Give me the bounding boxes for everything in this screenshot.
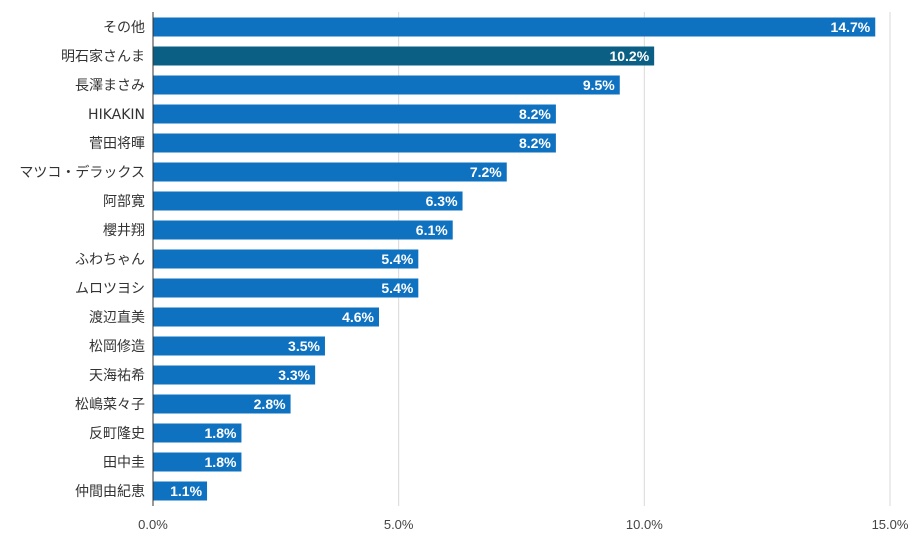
- x-tick-labels: 0.0% 5.0% 10.0% 15.0%: [138, 517, 909, 532]
- bar: [153, 17, 876, 37]
- data-label: 6.1%: [416, 222, 448, 238]
- bar: [153, 133, 556, 153]
- bar: [153, 394, 291, 414]
- category-label: 松嶋菜々子: [75, 397, 145, 413]
- x-tick-label: 5.0%: [384, 517, 414, 532]
- data-label: 8.2%: [519, 106, 551, 122]
- data-label: 1.8%: [205, 425, 237, 441]
- category-label: 仲間由紀恵: [75, 484, 145, 500]
- data-label: 7.2%: [470, 164, 502, 180]
- data-label: 1.8%: [205, 454, 237, 470]
- category-label: 天海祐希: [89, 368, 145, 384]
- bar: [153, 46, 655, 66]
- bar: [153, 481, 208, 501]
- bar: [153, 104, 556, 124]
- data-labels: 14.7%10.2%9.5%8.2%8.2%7.2%6.3%6.1%5.4%5.…: [170, 19, 871, 499]
- data-label: 2.8%: [254, 396, 286, 412]
- data-label: 6.3%: [426, 193, 458, 209]
- bar: [153, 75, 620, 95]
- data-label: 8.2%: [519, 135, 551, 151]
- bar: [153, 365, 316, 385]
- category-label: マツコ・デラックス: [19, 164, 145, 181]
- category-label: 櫻井翔: [103, 222, 145, 239]
- category-label: 反町隆史: [89, 426, 145, 442]
- data-label: 5.4%: [381, 280, 413, 296]
- data-label: 4.6%: [342, 309, 374, 325]
- data-label: 14.7%: [831, 19, 871, 35]
- data-label: 10.2%: [609, 48, 649, 64]
- x-tick-label: 0.0%: [138, 517, 168, 532]
- bar: [153, 162, 507, 182]
- data-label: 3.5%: [288, 338, 320, 354]
- bars: [153, 17, 876, 501]
- category-label: HIKAKIN: [88, 107, 145, 123]
- bar: [153, 452, 242, 472]
- x-tick-label: 15.0%: [872, 517, 909, 532]
- category-label: 菅田将暉: [89, 136, 145, 152]
- data-label: 9.5%: [583, 77, 615, 93]
- data-label: 5.4%: [381, 251, 413, 267]
- bar: [153, 423, 242, 443]
- data-label: 3.3%: [278, 367, 310, 383]
- category-label: その他: [103, 20, 145, 36]
- category-label: 渡辺直美: [89, 309, 145, 326]
- data-label: 1.1%: [170, 483, 202, 499]
- category-label: 長澤まさみ: [75, 78, 145, 94]
- bar: [153, 307, 380, 327]
- bar: [153, 220, 453, 240]
- category-label: ふわちゃん: [75, 252, 145, 268]
- bar: [153, 249, 419, 269]
- bar: [153, 191, 463, 211]
- x-tick-label: 10.0%: [626, 517, 663, 532]
- category-label: 明石家さんま: [61, 48, 145, 65]
- category-label: 松岡修造: [89, 339, 145, 355]
- bar: [153, 278, 419, 298]
- category-label: 田中圭: [103, 455, 145, 471]
- category-label: ムロツヨシ: [75, 281, 145, 297]
- bar: [153, 336, 325, 356]
- category-label: 阿部寛: [103, 193, 145, 210]
